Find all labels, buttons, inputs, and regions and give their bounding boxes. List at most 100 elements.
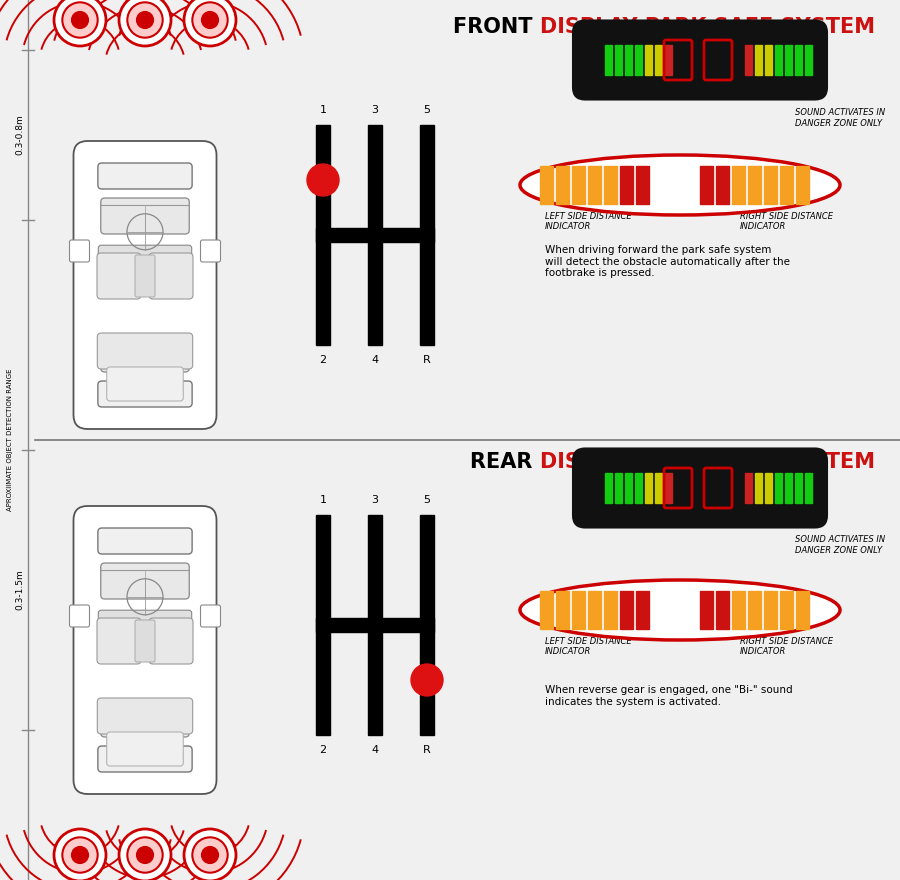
Text: LEFT SIDE DISTANCE
INDICATOR: LEFT SIDE DISTANCE INDICATOR [545, 637, 632, 656]
Bar [805, 45, 812, 75]
Bar [755, 473, 762, 503]
Text: 3: 3 [372, 105, 379, 115]
FancyBboxPatch shape [69, 605, 89, 627]
Circle shape [127, 3, 163, 38]
FancyBboxPatch shape [149, 618, 193, 664]
Bar [775, 473, 782, 503]
Bar [716, 591, 729, 629]
Bar [665, 45, 672, 75]
Bar [604, 591, 617, 629]
FancyBboxPatch shape [74, 141, 217, 429]
Text: DISPLAY PARK SAFE SYSTEM: DISPLAY PARK SAFE SYSTEM [540, 17, 875, 37]
Bar [588, 166, 601, 204]
Bar [625, 473, 632, 503]
Circle shape [193, 3, 228, 38]
Bar [775, 45, 782, 75]
Bar [655, 45, 662, 75]
Circle shape [411, 664, 443, 696]
Text: R: R [423, 355, 431, 365]
FancyBboxPatch shape [98, 163, 192, 189]
Text: 5: 5 [424, 495, 430, 505]
FancyBboxPatch shape [201, 240, 220, 262]
Circle shape [119, 829, 171, 880]
Text: REAR: REAR [471, 452, 540, 472]
Bar [615, 473, 622, 503]
Circle shape [54, 0, 106, 46]
Bar [636, 591, 649, 629]
Text: 2: 2 [320, 745, 327, 755]
Bar [316, 125, 330, 345]
FancyBboxPatch shape [97, 333, 193, 369]
FancyBboxPatch shape [573, 20, 827, 99]
Bar [556, 591, 569, 629]
Bar [645, 473, 652, 503]
Bar [604, 166, 617, 204]
Bar [805, 473, 812, 503]
Circle shape [119, 0, 171, 46]
Bar [795, 45, 802, 75]
Bar [540, 591, 553, 629]
Bar [732, 591, 745, 629]
Circle shape [136, 846, 154, 864]
Text: SOUND ACTIVATES IN
DANGER ZONE ONLY: SOUND ACTIVATES IN DANGER ZONE ONLY [795, 535, 885, 554]
Bar [764, 591, 777, 629]
FancyBboxPatch shape [98, 246, 192, 268]
Circle shape [184, 829, 236, 880]
Circle shape [71, 846, 89, 864]
Bar [745, 473, 752, 503]
Bar [764, 166, 777, 204]
FancyBboxPatch shape [97, 253, 141, 299]
Bar [588, 591, 601, 629]
Bar [732, 166, 745, 204]
FancyBboxPatch shape [149, 253, 193, 299]
Bar [420, 515, 434, 735]
Bar [785, 45, 792, 75]
FancyBboxPatch shape [135, 255, 155, 297]
Bar [615, 45, 622, 75]
Bar [700, 591, 713, 629]
Text: RIGHT SIDE DISTANCE
INDICATOR: RIGHT SIDE DISTANCE INDICATOR [740, 637, 833, 656]
Text: 0.3-1.5m: 0.3-1.5m [15, 569, 24, 611]
Circle shape [127, 838, 163, 873]
Bar [572, 166, 585, 204]
Bar [780, 591, 793, 629]
Circle shape [136, 11, 154, 29]
Bar [316, 228, 434, 242]
FancyBboxPatch shape [101, 198, 189, 234]
Bar [765, 473, 772, 503]
FancyBboxPatch shape [98, 528, 192, 554]
Bar [795, 473, 802, 503]
FancyBboxPatch shape [98, 610, 192, 632]
FancyBboxPatch shape [97, 618, 141, 664]
Bar [700, 166, 713, 204]
Text: When driving forward the park safe system
will detect the obstacle automatically: When driving forward the park safe syste… [545, 245, 790, 278]
FancyBboxPatch shape [101, 336, 189, 372]
FancyBboxPatch shape [97, 698, 193, 734]
Bar [796, 166, 809, 204]
Bar [368, 125, 382, 345]
Bar [540, 166, 553, 204]
Bar [556, 166, 569, 204]
Text: 2: 2 [320, 355, 327, 365]
Bar [420, 125, 434, 345]
FancyBboxPatch shape [98, 381, 192, 407]
Text: FRONT: FRONT [454, 17, 540, 37]
Bar [780, 166, 793, 204]
Text: APROXIIMATE OBJECT DETECTION RANGE: APROXIIMATE OBJECT DETECTION RANGE [7, 369, 13, 511]
FancyBboxPatch shape [69, 240, 89, 262]
Circle shape [307, 164, 339, 196]
Bar [635, 473, 642, 503]
FancyBboxPatch shape [201, 605, 220, 627]
Bar [645, 45, 652, 75]
Bar [655, 473, 662, 503]
Bar [755, 45, 762, 75]
Bar [635, 45, 642, 75]
Bar [605, 473, 612, 503]
Text: 0.3-0.8m: 0.3-0.8m [15, 114, 24, 156]
Circle shape [62, 3, 98, 38]
Text: DISPLAY PARK SAFE SYSTEM: DISPLAY PARK SAFE SYSTEM [540, 452, 875, 472]
Text: 3: 3 [372, 495, 379, 505]
Text: RIGHT SIDE DISTANCE
INDICATOR: RIGHT SIDE DISTANCE INDICATOR [740, 212, 833, 231]
Bar [572, 591, 585, 629]
Bar [665, 473, 672, 503]
